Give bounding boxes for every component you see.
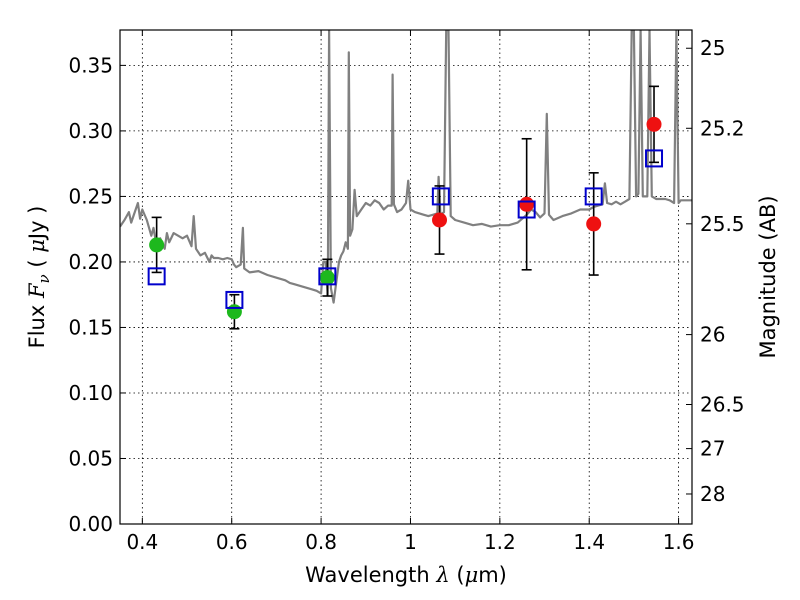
flux-point [319, 270, 335, 286]
y-tick-label: 0.15 [68, 315, 113, 339]
plot-frame [119, 29, 693, 525]
flux-point [646, 116, 662, 132]
x-tick-label: 1.2 [484, 530, 516, 554]
y-axis-title: Flux Fν ( μJy ) [25, 206, 53, 349]
y-tick-label: 0.10 [68, 381, 113, 405]
y-tick-label: 0.30 [68, 119, 113, 143]
y-tick-label: 0.05 [68, 446, 113, 470]
mag-tick-label: 25.2 [700, 116, 745, 140]
model-flux-square [225, 290, 244, 309]
x-tick-label: 0.4 [126, 530, 158, 554]
x-axis-title: Wavelength λ (μm) [305, 563, 507, 587]
x-tick-label: 1.4 [573, 530, 605, 554]
flux-point [586, 216, 602, 232]
x-tick-label: 1 [404, 530, 417, 554]
flux-point [149, 237, 165, 253]
model-spectrum [120, 30, 692, 304]
mag-tick-label: 25.5 [700, 212, 745, 236]
mag-tick-label: 26 [700, 323, 725, 347]
photometry-points [147, 85, 664, 330]
y-tick-label: 0.35 [68, 53, 113, 77]
x-tick-label: 0.8 [305, 530, 337, 554]
flux-point [519, 196, 535, 212]
model-flux-square [645, 149, 664, 168]
mag-tick-label: 26.5 [700, 392, 745, 416]
model-flux-square [517, 200, 536, 219]
spectrum-line [120, 30, 692, 304]
y2-axis-title: Magnitude (AB) [756, 195, 780, 358]
flux-point [432, 212, 448, 228]
axis-ticks: 0.4 0.6 0.8 1 1.2 1.4 1.6 0.00 0.05 0.10 0.15 0.20 0… [68, 30, 745, 554]
y-tick-label: 0.25 [68, 184, 113, 208]
mag-tick-label: 27 [700, 437, 725, 461]
model-flux-square [431, 187, 450, 206]
model-flux-square [584, 187, 603, 206]
x-tick-label: 0.6 [216, 530, 248, 554]
y-tick-label: 0.00 [68, 512, 113, 536]
x-tick-label: 1.6 [663, 530, 695, 554]
model-flux-square [318, 267, 337, 286]
model-flux-square [147, 267, 166, 286]
flux-point [226, 304, 242, 320]
mag-tick-label: 28 [700, 482, 725, 506]
grid [120, 30, 692, 524]
mag-tick-label: 25 [700, 36, 725, 60]
y-tick-label: 0.20 [68, 250, 113, 274]
